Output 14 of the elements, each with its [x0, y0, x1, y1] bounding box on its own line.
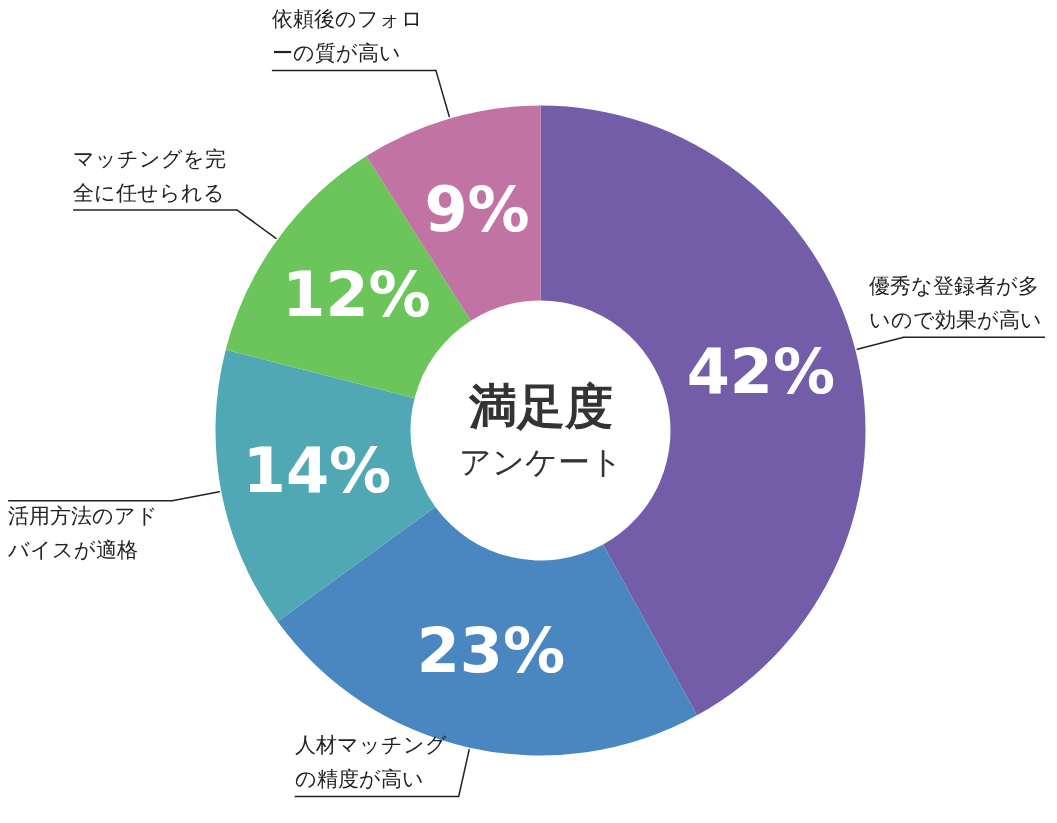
slice-label: 人材マッチングの精度が高い: [294, 733, 447, 792]
data-label: 14%: [242, 434, 392, 508]
slice-label: マッチングを完全に任せられる: [73, 147, 227, 206]
slice-label: 依頼後のフォローの質が高い: [271, 7, 423, 66]
donut-slice: [215, 349, 436, 622]
text: アンケート: [458, 442, 623, 481]
data-label: 23%: [416, 613, 566, 687]
data-label: 12%: [282, 257, 431, 331]
donut-slice: [277, 506, 698, 756]
slice-label: 優秀な登録者が多いので効果が高い: [869, 274, 1042, 333]
text: 満足度: [467, 377, 613, 434]
slice-label: 活用方法のアドバイスが適格: [7, 503, 159, 562]
data-label: 9%: [424, 173, 530, 247]
data-label: 42%: [686, 334, 836, 408]
